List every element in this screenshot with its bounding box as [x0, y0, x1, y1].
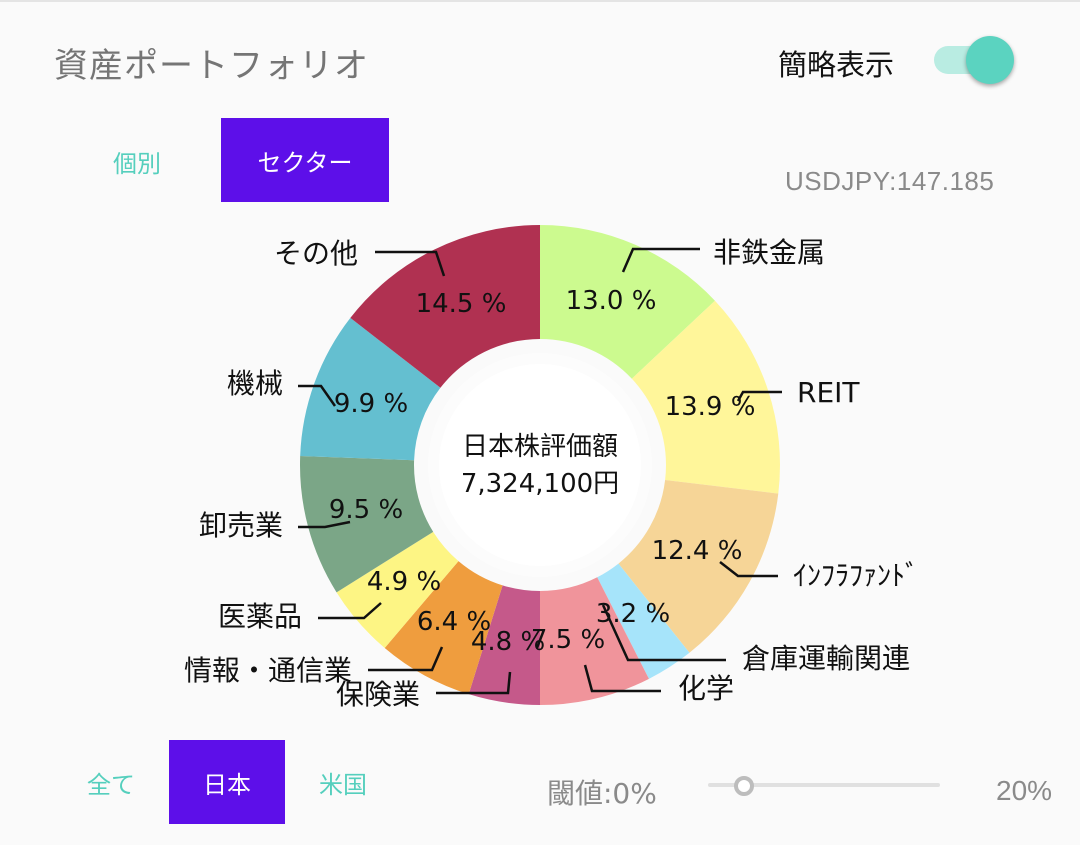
- donut-slice[interactable]: [384, 561, 503, 695]
- center-title: 日本株評価額: [462, 432, 618, 462]
- tab-sector[interactable]: セクター: [221, 118, 389, 202]
- slice-category-label: REIT: [797, 376, 860, 409]
- donut-slice[interactable]: [618, 480, 779, 653]
- slice-category-label: 保険業: [336, 678, 420, 711]
- label-leader-line: [318, 602, 382, 620]
- slice-category-label: ｲﾝﾌﾗﾌｧﾝﾄﾞ: [793, 559, 919, 592]
- top-divider: [0, 0, 1080, 2]
- tab-market-us[interactable]: 米国: [319, 770, 367, 799]
- threshold-slider[interactable]: [708, 770, 940, 800]
- simple-view-toggle[interactable]: [934, 36, 1020, 84]
- slice-percent-label: 7.5 %: [531, 625, 605, 655]
- tab-market-japan[interactable]: 日本: [169, 740, 285, 824]
- label-leader-line: [298, 384, 337, 407]
- slice-percent-label: 9.9 %: [334, 389, 408, 419]
- slice-category-label: 機械: [227, 367, 283, 400]
- slice-percent-label: 4.8 %: [471, 627, 545, 657]
- page-title: 資産ポートフォリオ: [54, 46, 369, 86]
- label-leader-line: [601, 604, 726, 662]
- slice-percent-label: 9.5 %: [329, 495, 403, 525]
- slice-percent-label: 3.2 %: [596, 599, 670, 629]
- center-total-value: 7,324,100円: [461, 469, 619, 499]
- donut-slice[interactable]: [540, 225, 715, 379]
- threshold-max-label: 20%: [996, 775, 1053, 806]
- slice-percent-label: 14.5 %: [416, 289, 507, 319]
- donut-slice[interactable]: [336, 531, 459, 648]
- donut-slice[interactable]: [468, 585, 540, 705]
- slice-percent-label: 13.9 %: [665, 392, 756, 422]
- slice-category-label: 医薬品: [218, 600, 302, 633]
- donut-slice[interactable]: [540, 577, 649, 705]
- slice-category-label: 情報・通信業: [184, 654, 352, 687]
- slice-category-label: 卸売業: [199, 509, 283, 542]
- threshold-label: 閾値:0%: [547, 777, 657, 810]
- slice-category-label: 非鉄金属: [713, 236, 825, 269]
- donut-hole: [439, 364, 641, 566]
- slice-category-label: その他: [274, 237, 358, 270]
- label-leader-line: [621, 247, 700, 273]
- exchange-rate: USDJPY:147.185: [785, 166, 995, 196]
- label-leader-line: [436, 671, 512, 695]
- label-leader-line: [583, 664, 661, 693]
- slice-percent-label: 4.9 %: [367, 567, 441, 597]
- slice-category-label: 化学: [678, 672, 734, 705]
- label-leader-line: [375, 250, 446, 277]
- donut-slice[interactable]: [300, 455, 434, 593]
- label-leader-line: [719, 561, 778, 578]
- label-leader-line: [368, 646, 444, 672]
- slider-track: [708, 783, 940, 787]
- toggle-thumb[interactable]: [966, 36, 1014, 84]
- label-leader-line: [298, 520, 351, 529]
- slider-thumb[interactable]: [734, 776, 754, 796]
- donut-slice[interactable]: [597, 563, 690, 679]
- slice-percent-label: 12.4 %: [652, 536, 743, 566]
- tab-individual[interactable]: 個別: [113, 149, 161, 178]
- label-leader-line: [736, 390, 782, 402]
- slice-percent-label: 13.0 %: [566, 286, 657, 316]
- donut-slice[interactable]: [631, 300, 780, 494]
- slice-category-label: 倉庫運輸関連: [742, 642, 910, 675]
- simple-view-label: 簡略表示: [778, 48, 895, 82]
- donut-slice[interactable]: [350, 225, 540, 388]
- tab-market-all[interactable]: 全て: [87, 770, 135, 799]
- donut-slice[interactable]: [300, 317, 441, 461]
- slice-percent-label: 6.4 %: [417, 607, 491, 637]
